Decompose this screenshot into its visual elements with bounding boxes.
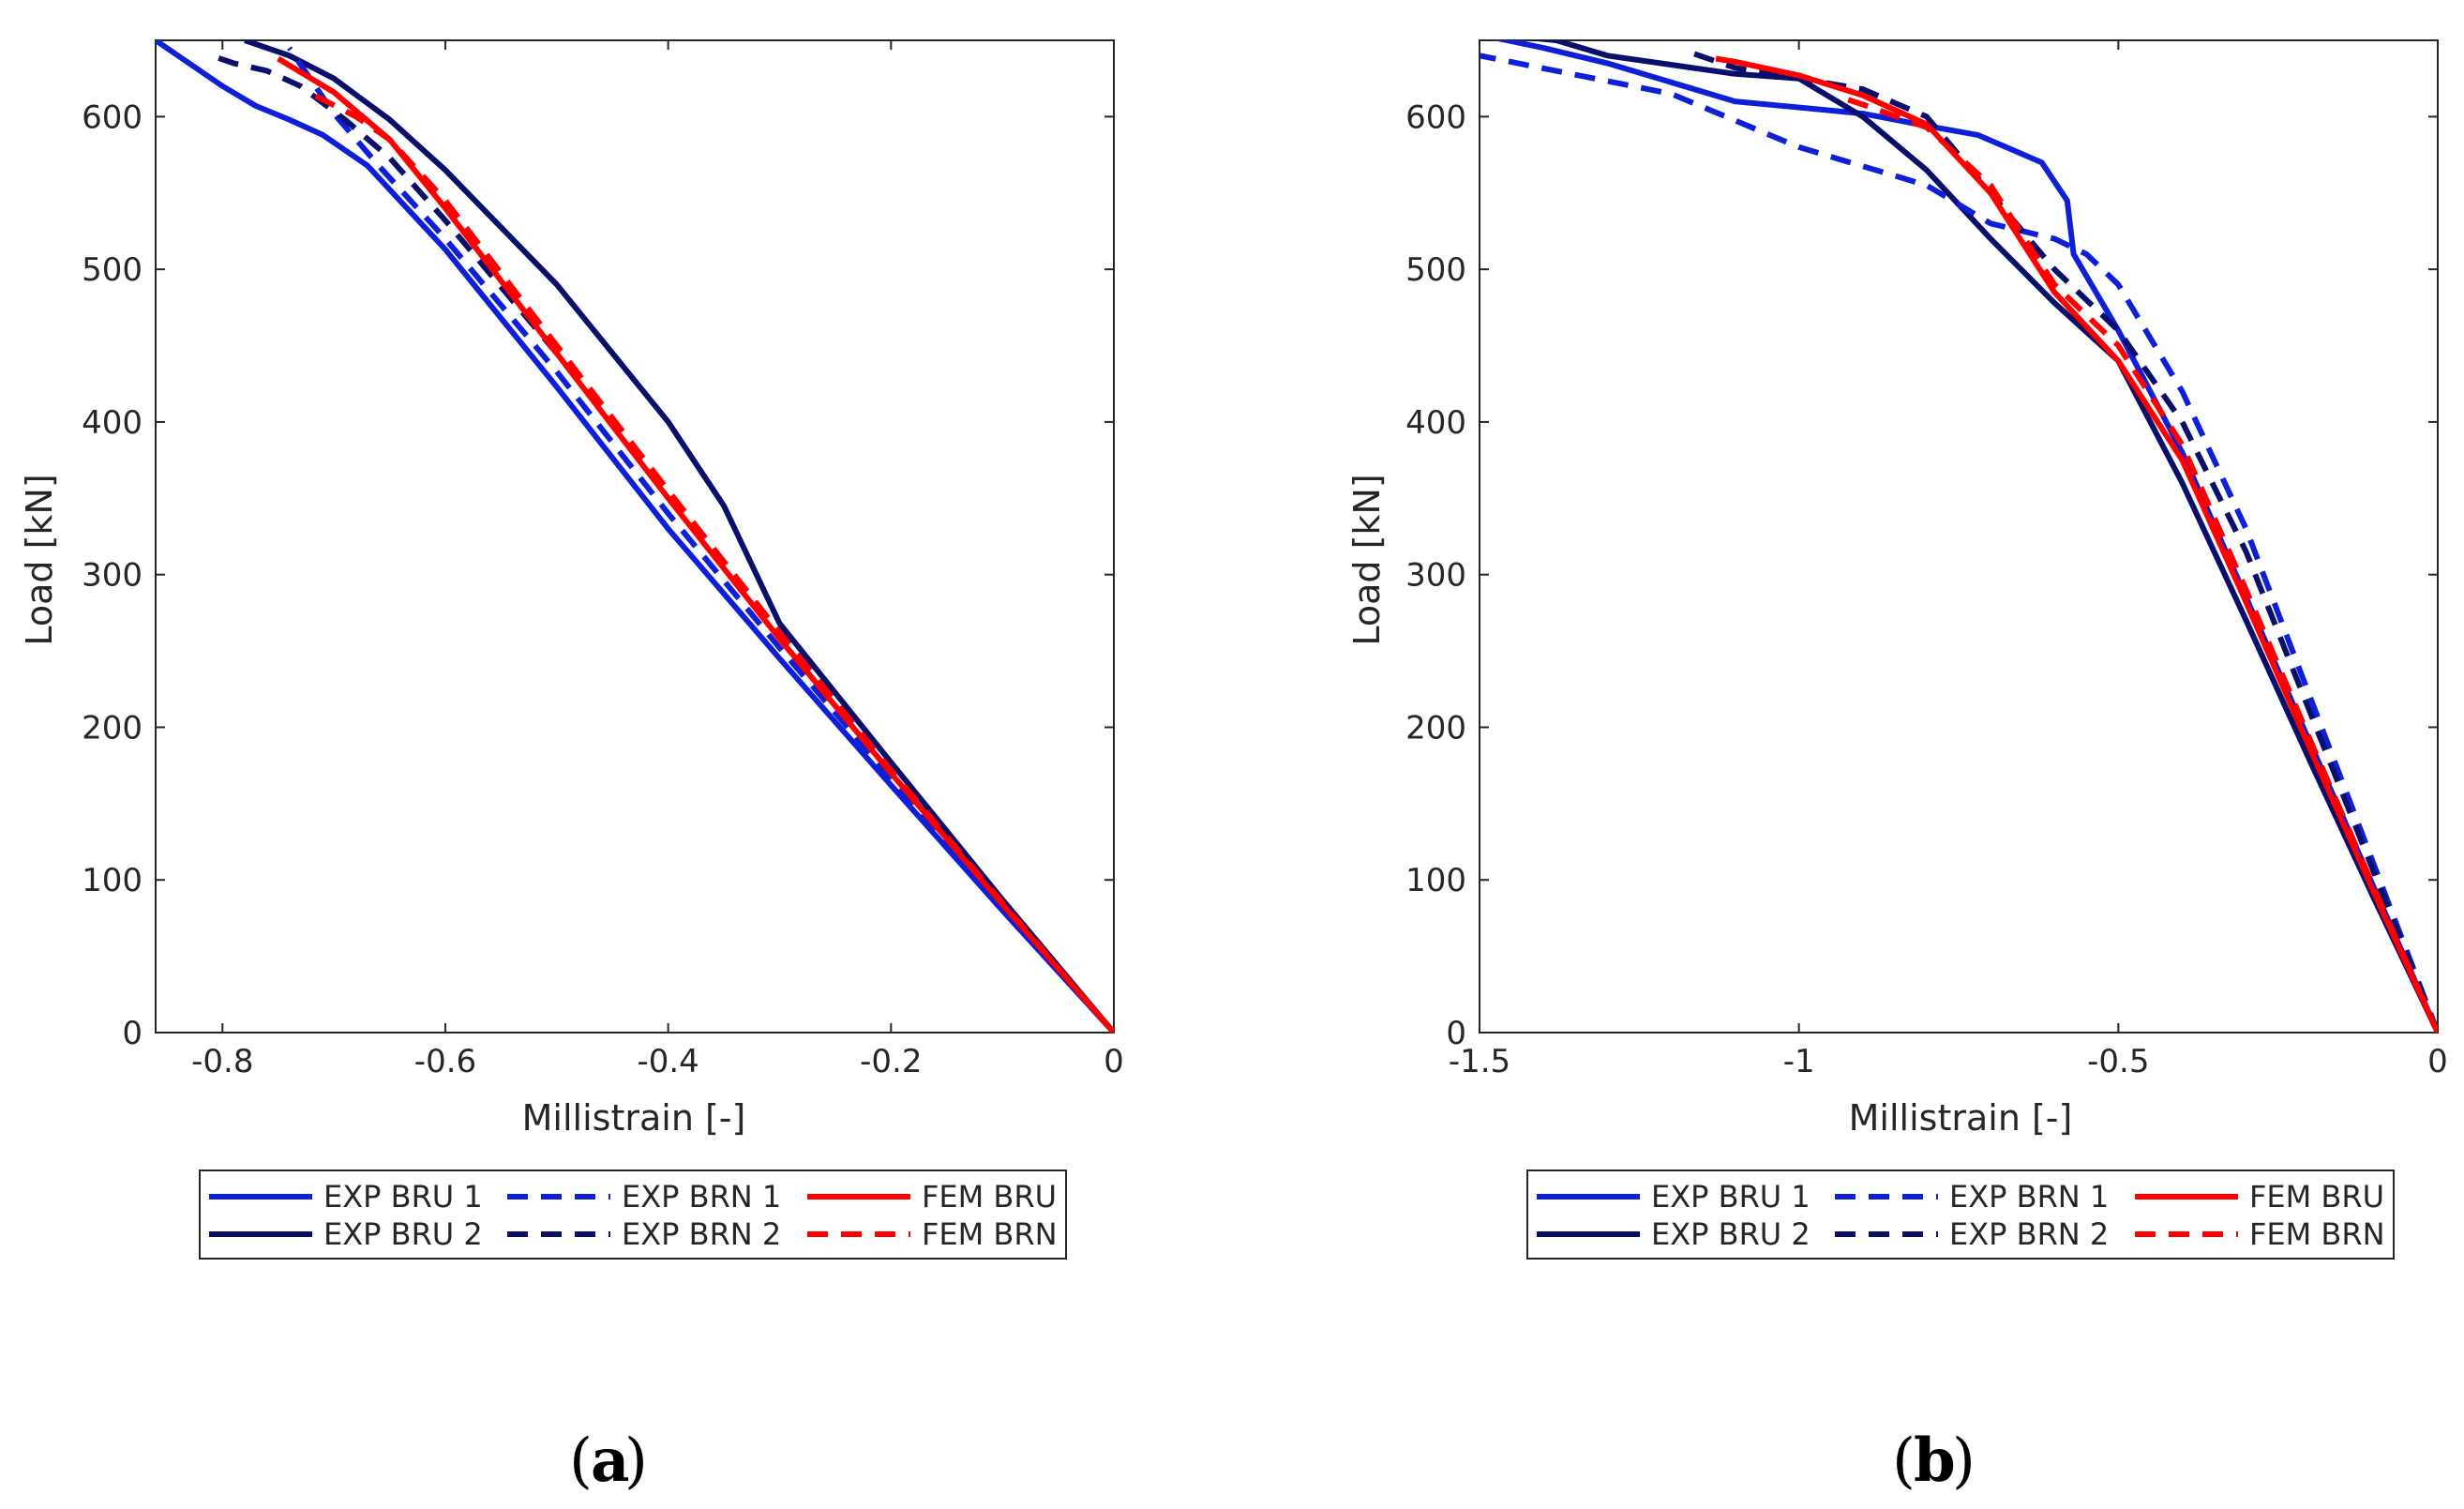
legend-label: EXP BRN 2 — [1949, 1216, 2109, 1252]
legend-item: FEM BRN — [2135, 1216, 2385, 1252]
legend-item: EXP BRN 2 — [1835, 1216, 2109, 1252]
legend-item: EXP BRU 1 — [1537, 1179, 1810, 1215]
series-line-exp-bru-1 — [1493, 40, 2438, 1033]
legend-item: EXP BRN 2 — [507, 1216, 781, 1252]
legend-label: EXP BRN 1 — [1949, 1179, 2109, 1215]
series-line-fem-brn — [1842, 96, 2438, 1033]
series-line-fem-brn — [310, 91, 1114, 1033]
series-line-exp-brn-2 — [1689, 50, 2438, 1033]
chart-a: -0.8 -0.6 -0.4 -0.2 0 0 100 200 300 400 500 600 Mil… — [19, 39, 1124, 1496]
chart-b: -1.5 -1 -0.5 0 0 100 200 300 400 500 600 Millistra… — [1346, 39, 2448, 1496]
y-tick-label: 500 — [82, 251, 143, 289]
legend-label: EXP BRU 2 — [1651, 1216, 1810, 1252]
svg-text:): ) — [1952, 1426, 1976, 1496]
y-tick-label: 200 — [82, 709, 143, 747]
y-tick-label: 600 — [1405, 98, 1466, 136]
series-line-exp-bru-2 — [244, 40, 1114, 1033]
plot-area-a: -0.8 -0.6 -0.4 -0.2 0 0 100 200 300 400 500 600 — [82, 39, 1124, 1080]
legend-box — [1526, 1169, 2395, 1260]
legend-label: FEM BRU — [2249, 1179, 2384, 1215]
legend-label: FEM BRN — [922, 1216, 1058, 1252]
panel-label-b-letter: b — [1914, 1426, 1956, 1496]
panel-label-a: ( a ) — [569, 1426, 648, 1496]
legend-item: FEM BRN — [807, 1216, 1058, 1252]
series-line-fem-bru — [1715, 55, 2438, 1033]
legend-label: EXP BRN 1 — [622, 1179, 781, 1215]
legend-label: FEM BRN — [2249, 1216, 2385, 1252]
y-tick-label: 300 — [1405, 557, 1466, 595]
x-tick-label: -0.4 — [637, 1043, 699, 1080]
series-group — [156, 40, 1114, 1033]
legend-label: EXP BRN 2 — [622, 1216, 781, 1252]
plot-area-b: -1.5 -1 -0.5 0 0 100 200 300 400 500 600 — [1405, 39, 2448, 1080]
legend-item: FEM BRU — [807, 1179, 1057, 1215]
legend-box — [199, 1169, 1067, 1260]
panel-label-a-letter: a — [591, 1426, 629, 1496]
y-tick-label: 600 — [82, 98, 143, 136]
y-tick-label: 0 — [122, 1015, 143, 1052]
y-tick-label: 400 — [82, 404, 143, 442]
series-group — [1480, 40, 2438, 1033]
x-tick-label: -0.6 — [414, 1043, 476, 1080]
legend-label: EXP BRU 1 — [323, 1179, 483, 1215]
y-tick-label: 500 — [1405, 251, 1466, 289]
x-axis-label-b: Millistrain [-] — [1849, 1097, 2073, 1139]
legend-item: EXP BRU 2 — [1537, 1216, 1810, 1252]
series-line-exp-bru-2 — [1526, 40, 2438, 1033]
x-tick-label: -1.5 — [1449, 1043, 1510, 1080]
panel-label-b: ( b ) — [1892, 1426, 1976, 1496]
x-tick-label: -0.2 — [860, 1043, 922, 1080]
x-axis-label-a: Millistrain [-] — [522, 1097, 746, 1139]
y-tick-label: 100 — [82, 862, 143, 899]
svg-text:(: ( — [569, 1426, 593, 1496]
y-tick-label: 300 — [82, 557, 143, 595]
y-tick-label: 200 — [1405, 709, 1466, 747]
legend-label: EXP BRU 2 — [323, 1216, 483, 1252]
y-tick-label: 0 — [1446, 1015, 1466, 1052]
x-tick-label: -0.8 — [191, 1043, 253, 1080]
y-axis-label-a: Load [kN] — [19, 474, 60, 645]
svg-text:): ) — [624, 1426, 648, 1496]
legend-label: EXP BRU 1 — [1651, 1179, 1810, 1215]
y-axis-label-b: Load [kN] — [1346, 474, 1388, 645]
x-tick-label: -1 — [1783, 1043, 1815, 1080]
series-line-exp-brn-1 — [1480, 53, 2438, 1033]
x-tick-label: -0.5 — [2087, 1043, 2149, 1080]
y-tick-label: 100 — [1405, 862, 1466, 899]
axes-box — [1479, 39, 2439, 1034]
y-tick-label: 400 — [1405, 404, 1466, 442]
legend-item: EXP BRU 2 — [209, 1216, 483, 1252]
axes-box — [155, 39, 1115, 1034]
x-tick-label: 0 — [2427, 1043, 2448, 1080]
legend-label: FEM BRU — [922, 1179, 1057, 1215]
x-tick-label: 0 — [1104, 1043, 1124, 1080]
svg-text:(: ( — [1892, 1426, 1916, 1496]
legend-item: EXP BRN 1 — [1835, 1179, 2109, 1215]
legend-item: EXP BRN 1 — [507, 1179, 781, 1215]
legend-item: EXP BRU 1 — [209, 1179, 483, 1215]
legend-item: FEM BRU — [2135, 1179, 2384, 1215]
series-line-exp-bru-1 — [156, 40, 1114, 1033]
